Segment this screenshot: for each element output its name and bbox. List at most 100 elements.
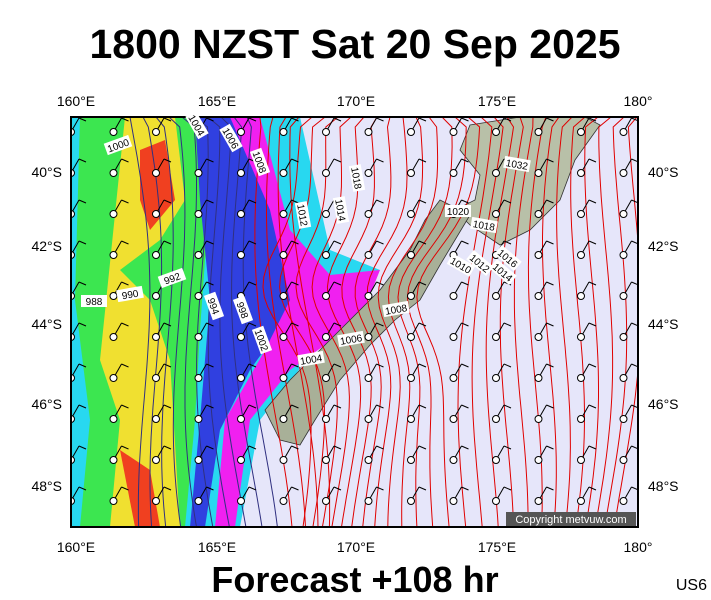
wind-barb-flag bbox=[163, 322, 172, 327]
wind-barb-flag bbox=[248, 322, 257, 327]
wind-barb-flag bbox=[546, 199, 554, 204]
isobar-label: 990 bbox=[116, 285, 144, 303]
wind-station bbox=[577, 456, 585, 464]
isobar bbox=[181, 117, 197, 527]
wind-station bbox=[364, 251, 373, 259]
isobar-label-box bbox=[470, 216, 498, 234]
isobar-label-box bbox=[445, 205, 471, 217]
isobar bbox=[556, 117, 573, 527]
wind-barb-flag bbox=[546, 486, 554, 491]
wind-barb-flag bbox=[461, 158, 469, 163]
wind-station bbox=[152, 497, 160, 505]
wind-station bbox=[194, 333, 203, 341]
wind-station bbox=[109, 210, 118, 218]
wind-station bbox=[152, 333, 160, 341]
isobar-label: 1004 bbox=[297, 350, 325, 368]
isobar-label-box bbox=[332, 196, 350, 224]
wind-station bbox=[109, 292, 118, 300]
wind-station bbox=[109, 333, 118, 341]
isobar bbox=[155, 117, 174, 527]
wind-station bbox=[407, 374, 415, 382]
isobar-label-text: 990 bbox=[121, 289, 140, 303]
wind-barb-flag bbox=[206, 322, 214, 327]
copyright-box bbox=[506, 512, 636, 526]
wind-station bbox=[279, 210, 288, 218]
wind-station bbox=[577, 169, 585, 177]
wind-barb-flag bbox=[376, 404, 384, 409]
wind-barb-flag bbox=[376, 158, 384, 163]
copyright: Copyright metvuw.com bbox=[515, 514, 626, 526]
wind-barb-flag bbox=[588, 322, 597, 327]
wind-station bbox=[322, 251, 330, 259]
wind-barb-flag bbox=[588, 199, 597, 204]
isobar-label: 1014 bbox=[332, 196, 350, 224]
wind-field-red bbox=[140, 140, 175, 230]
wind-station bbox=[534, 128, 543, 136]
wind-barb-flag bbox=[461, 199, 469, 204]
wind-station bbox=[237, 497, 245, 505]
wind-barb-flag bbox=[78, 404, 87, 409]
wind-station bbox=[152, 210, 160, 218]
wind-barb-flag bbox=[376, 117, 384, 122]
wind-barb-flag bbox=[206, 199, 214, 204]
wind-barb-flag bbox=[206, 404, 214, 409]
wind-barb-flag bbox=[163, 404, 172, 409]
wind-station bbox=[407, 292, 415, 300]
wind-barb-flag bbox=[546, 240, 554, 245]
wind-barb-flag bbox=[248, 363, 257, 368]
wind-barb-flag bbox=[78, 240, 87, 245]
wind-barb-flag bbox=[546, 281, 554, 286]
isobar bbox=[542, 117, 560, 527]
isobar bbox=[219, 117, 247, 527]
lon-label: 160°E bbox=[57, 93, 95, 109]
wind-field-magenta bbox=[215, 117, 380, 527]
wind-station bbox=[194, 251, 203, 259]
isobar bbox=[594, 117, 614, 527]
wind-barb-flag bbox=[163, 158, 172, 163]
wind-station bbox=[449, 456, 458, 464]
wind-barb-flag bbox=[546, 445, 554, 450]
wind-station bbox=[279, 497, 288, 505]
isobar bbox=[277, 117, 319, 527]
isobar bbox=[416, 117, 481, 527]
wind-barb-flag bbox=[503, 199, 512, 204]
isobar-label-box bbox=[503, 155, 531, 173]
wind-barb-flag bbox=[248, 445, 257, 450]
lat-label: 48°S bbox=[31, 478, 62, 494]
wind-barb-flag bbox=[78, 486, 87, 491]
lat-label: 46°S bbox=[31, 396, 62, 412]
wind-barb-flag bbox=[503, 404, 512, 409]
wind-barb-flag bbox=[121, 486, 129, 491]
isobar-label-box bbox=[103, 134, 133, 156]
wind-station bbox=[194, 292, 203, 300]
wind-station bbox=[322, 497, 330, 505]
isobar-label-text: 1008 bbox=[384, 303, 408, 318]
wind-barb-flag bbox=[461, 240, 469, 245]
isobar bbox=[207, 117, 230, 527]
lat-label: 44°S bbox=[31, 316, 62, 332]
wind-barb-flag bbox=[206, 158, 214, 163]
isobar bbox=[341, 117, 378, 527]
wind-station bbox=[577, 374, 585, 382]
wind-station bbox=[194, 415, 203, 423]
wind-barb-flag bbox=[248, 281, 257, 286]
wind-station bbox=[577, 333, 585, 341]
wind-station bbox=[322, 333, 330, 341]
wind-barb-flag bbox=[333, 363, 342, 368]
wind-station bbox=[619, 497, 628, 505]
wind-station bbox=[194, 210, 203, 218]
isobar bbox=[279, 117, 326, 527]
isobar bbox=[499, 117, 524, 527]
lat-label: 40°S bbox=[31, 164, 62, 180]
wind-barb-flag bbox=[503, 117, 512, 122]
wind-barb-flag bbox=[418, 158, 427, 163]
wind-barb-flag bbox=[163, 240, 172, 245]
wind-station bbox=[194, 456, 203, 464]
lat-label: 40°S bbox=[648, 164, 679, 180]
wind-barb-flag bbox=[503, 240, 512, 245]
wind-station bbox=[534, 292, 543, 300]
isobar-label-text: 1004 bbox=[299, 353, 323, 368]
isobar-label-box bbox=[157, 267, 187, 289]
wind-station bbox=[364, 169, 373, 177]
